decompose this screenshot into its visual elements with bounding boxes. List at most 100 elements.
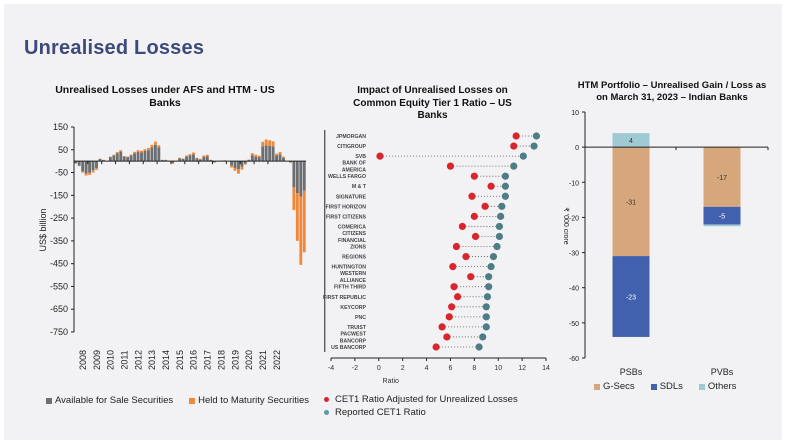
- x-tick-label: 2021: [258, 350, 268, 370]
- bar-htm: [81, 171, 85, 173]
- bar-afs: [181, 158, 185, 162]
- bar-htm: [143, 149, 147, 151]
- cet1-point-adjusted: [438, 323, 446, 331]
- cet1-point-adjusted: [376, 152, 384, 160]
- bar-htm: [292, 187, 296, 211]
- cet1-point-reported: [483, 293, 492, 301]
- cet1-category-label: WESTERN: [340, 271, 366, 277]
- cet1-x-tick-label: 8: [472, 365, 476, 372]
- bar-afs: [271, 146, 275, 162]
- x-tick-label: 2008: [78, 350, 88, 370]
- cet1-point-adjusted: [512, 132, 520, 140]
- x-tick-label: 2015: [175, 350, 185, 370]
- htm-y-tick-label: -30: [569, 251, 579, 258]
- bar-afs: [77, 161, 81, 166]
- legend-dot-adjusted: [324, 397, 329, 402]
- bar-htm: [122, 155, 126, 157]
- cet1-x-tick-label: 14: [542, 365, 550, 372]
- cet1-category-label: ALLIANCE: [340, 278, 367, 284]
- legend-item-adjusted: CET1 Ratio Adjusted for Unrealized Losse…: [324, 394, 518, 405]
- bar-htm: [133, 151, 137, 154]
- htm-bar-value-label: -17: [717, 175, 727, 182]
- bar-afs: [119, 151, 123, 162]
- bar-htm: [264, 139, 268, 146]
- cet1-point-adjusted: [450, 283, 458, 291]
- htm-bar-g-secs: [612, 147, 650, 257]
- legend-swatch-gsecs: [594, 383, 600, 390]
- cet1-category-label: FIFTH THIRD: [334, 285, 366, 291]
- cet1-point-adjusted: [443, 333, 451, 341]
- bar-afs: [261, 146, 265, 162]
- slide: [4, 4, 782, 440]
- bar-afs: [150, 147, 154, 162]
- bar-htm: [129, 154, 133, 156]
- bar-afs: [247, 160, 251, 162]
- y-tick-label: -550: [50, 281, 68, 291]
- bar-htm: [275, 153, 278, 156]
- cet1-point-reported: [532, 132, 541, 140]
- cet1-category-label: PACWEST: [340, 331, 366, 337]
- bar-afs: [74, 161, 78, 164]
- bar-htm: [171, 162, 175, 164]
- cet1-category-label: FIRST CITIZENS: [326, 214, 367, 220]
- x-tick-label: 2010: [106, 350, 116, 370]
- chart-title-htm-india: HTM Portfolio – Unrealised Gain / Loss a…: [577, 80, 767, 103]
- legend-swatch-sdls: [650, 383, 657, 390]
- bar-htm: [195, 157, 199, 159]
- htm-category-label: PSBs: [620, 367, 643, 377]
- legend-afs-htm: Available for Sale Securities Held to Ma…: [46, 395, 309, 406]
- cet1-point-adjusted: [462, 252, 470, 261]
- cet1-point-reported: [501, 192, 509, 200]
- bar-htm: [119, 150, 123, 152]
- y-tick-label: -150: [50, 190, 68, 200]
- htm-bar-others: [612, 133, 650, 148]
- y-tick-label: -250: [50, 213, 68, 223]
- bar-afs: [171, 161, 175, 163]
- bar-htm: [299, 196, 303, 265]
- bar-afs: [143, 150, 147, 162]
- bar-afs: [299, 161, 303, 197]
- x-tick-label: 2014: [161, 350, 171, 370]
- cet1-point-reported: [475, 343, 483, 351]
- bar-htm: [254, 154, 258, 157]
- bar-afs: [257, 157, 261, 162]
- cet1-point-adjusted: [432, 343, 440, 351]
- legend-label-adjusted: CET1 Ratio Adjusted for Unrealized Losse…: [335, 394, 518, 405]
- x-tick-label: 2009: [92, 350, 102, 370]
- cet1-point-adjusted: [467, 273, 475, 281]
- bar-htm: [91, 170, 95, 173]
- bar-htm: [95, 168, 98, 170]
- cet1-x-tick-label: 4: [425, 365, 429, 372]
- bar-afs: [136, 152, 140, 162]
- cet1-category-label: HUNTINGTON: [332, 265, 367, 271]
- legend-label-gsecs: G-Secs: [603, 381, 635, 392]
- legend-item-reported: Reported CET1 Ratio: [324, 407, 426, 418]
- legend-label-others: Others: [707, 381, 737, 392]
- bar-htm: [261, 141, 265, 147]
- htm-y-axis-label: ₹ '000 crore: [562, 207, 570, 244]
- y-tick-label: -350: [50, 236, 68, 246]
- bar-htm: [271, 141, 275, 147]
- cet1-category-label: JPMORGAN: [336, 134, 366, 140]
- cet1-x-axis-label: Ratio: [383, 378, 399, 385]
- bar-afs: [88, 161, 92, 173]
- bar-afs: [292, 161, 296, 188]
- bar-afs: [164, 160, 168, 162]
- bar-afs: [195, 158, 199, 162]
- cet1-point-adjusted: [470, 212, 478, 220]
- htm-y-tick-label: -60: [569, 356, 579, 363]
- cet1-point-reported: [482, 323, 490, 331]
- cet1-category-label: ZIONS: [350, 245, 366, 251]
- cet1-category-label: BANCORP: [340, 338, 367, 344]
- cet1-category-label: US BANCORP: [331, 345, 366, 351]
- legend-dot-reported: [324, 410, 329, 415]
- bar-htm: [115, 152, 119, 154]
- htm-bar-value-label: -5: [719, 214, 725, 221]
- bar-htm: [250, 153, 254, 156]
- bar-afs: [302, 161, 306, 191]
- cet1-point-reported: [479, 333, 487, 341]
- cet1-x-tick-label: -2: [352, 365, 358, 372]
- cet1-x-tick-label: 2: [401, 365, 405, 372]
- htm-bar-value-label: 4: [629, 138, 633, 145]
